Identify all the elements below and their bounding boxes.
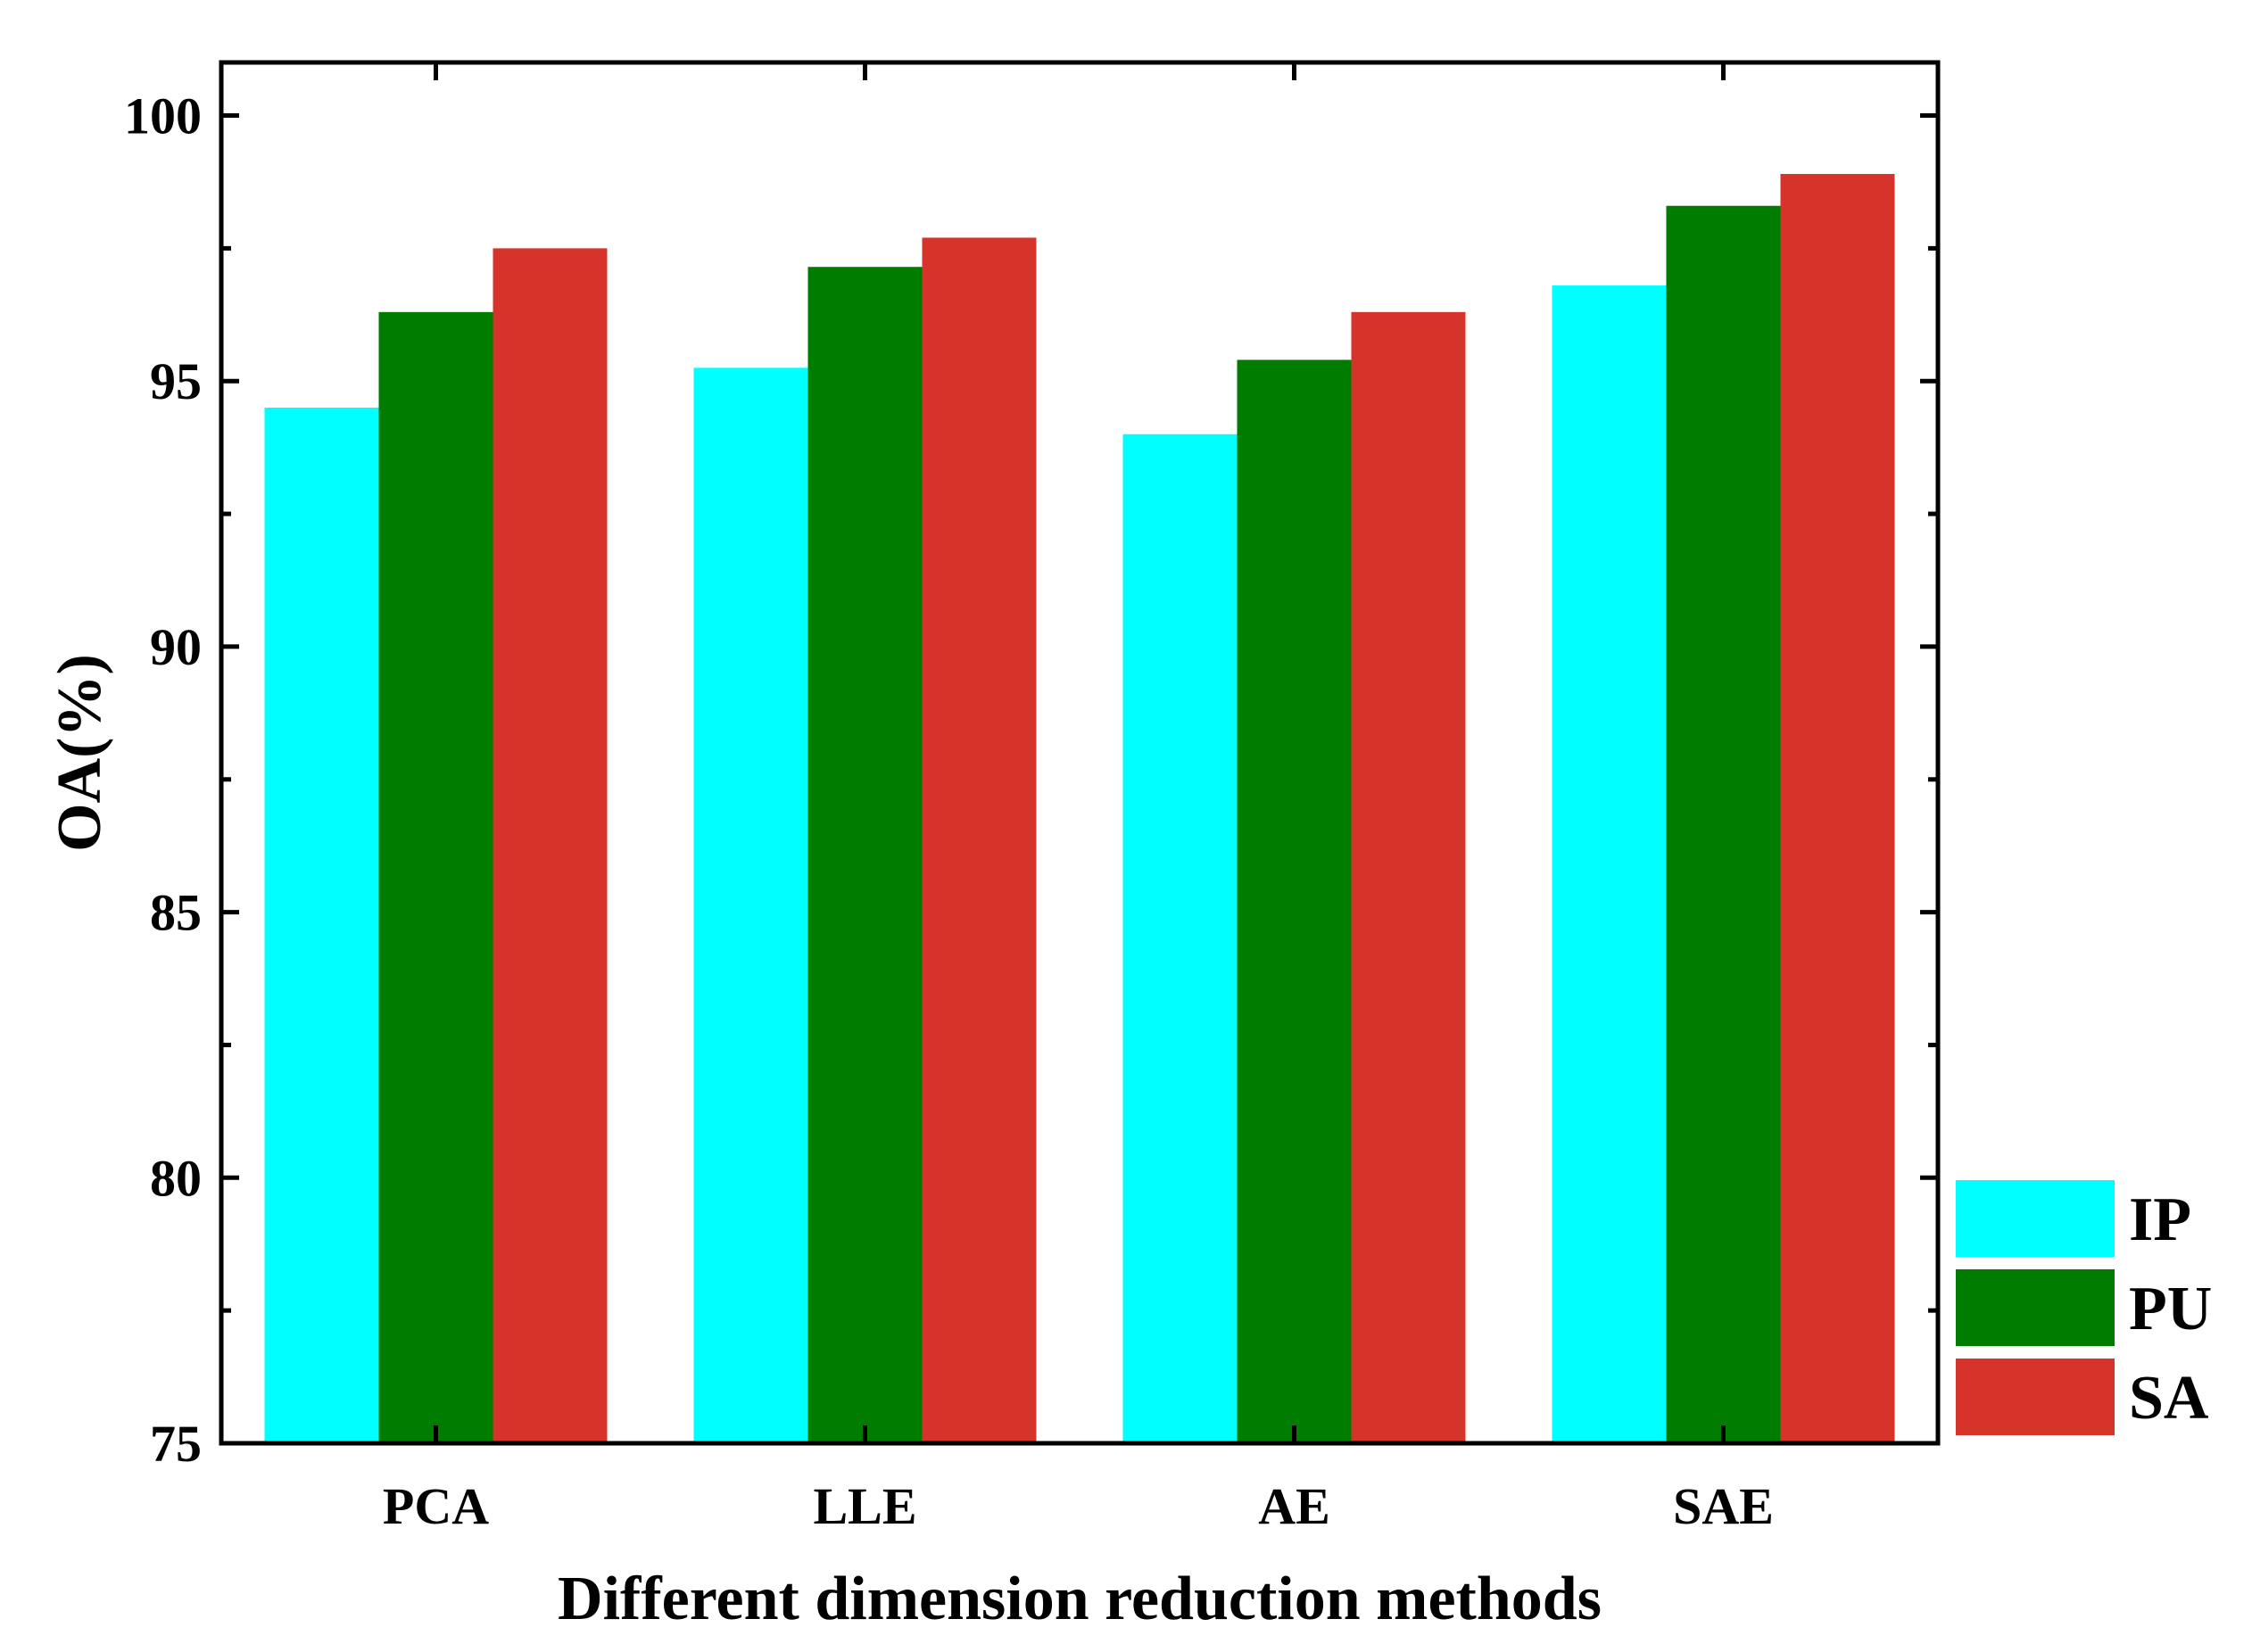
bar-pca-ip xyxy=(264,408,379,1443)
legend-swatch-sa xyxy=(1956,1359,2115,1435)
y-tick-labels: 75 80 85 90 95 100 xyxy=(124,87,202,1473)
bar-sae-ip xyxy=(1552,285,1667,1443)
y-tick-label-95: 95 xyxy=(150,352,202,410)
legend-label-sa: SA xyxy=(2129,1364,2209,1433)
ticks-layer xyxy=(221,62,1938,1446)
y-tick-label-80: 80 xyxy=(150,1149,202,1207)
y-tick-label-100: 100 xyxy=(124,87,202,145)
bar-sae-pu xyxy=(1666,205,1781,1443)
bar-lle-ip xyxy=(693,368,808,1443)
x-tick-label-ae: AE xyxy=(1258,1477,1330,1535)
x-tick-label-sae: SAE xyxy=(1673,1477,1774,1535)
x-axis-label: Different dimension reduction methods xyxy=(558,1565,1602,1633)
y-tick-label-85: 85 xyxy=(150,884,202,942)
bar-pca-pu xyxy=(378,311,493,1443)
x-tick-label-pca: PCA xyxy=(383,1477,489,1535)
bar-ae-ip xyxy=(1122,434,1238,1443)
legend-label-ip: IP xyxy=(2129,1185,2191,1254)
bars-layer xyxy=(264,174,1895,1443)
bar-lle-sa xyxy=(922,237,1037,1443)
bar-sae-sa xyxy=(1780,174,1895,1443)
legend-swatch-ip xyxy=(1956,1180,2115,1257)
x-tick-labels: PCA LLE AE SAE xyxy=(383,1477,1774,1535)
y-tick-label-90: 90 xyxy=(150,618,202,676)
plot-frame xyxy=(219,60,1941,1446)
bar-ae-pu xyxy=(1237,359,1352,1443)
x-tick-label-lle: LLE xyxy=(813,1477,916,1535)
bar-ae-sa xyxy=(1351,311,1466,1443)
legend-label-pu: PU xyxy=(2129,1275,2212,1343)
bar-pca-sa xyxy=(493,248,608,1443)
legend-swatch-pu xyxy=(1956,1269,2115,1346)
legend: IP PU SA xyxy=(1956,1180,2212,1435)
bar-lle-pu xyxy=(807,267,923,1443)
y-axis-label: OA(%) xyxy=(46,654,114,852)
y-tick-label-75: 75 xyxy=(150,1415,202,1473)
